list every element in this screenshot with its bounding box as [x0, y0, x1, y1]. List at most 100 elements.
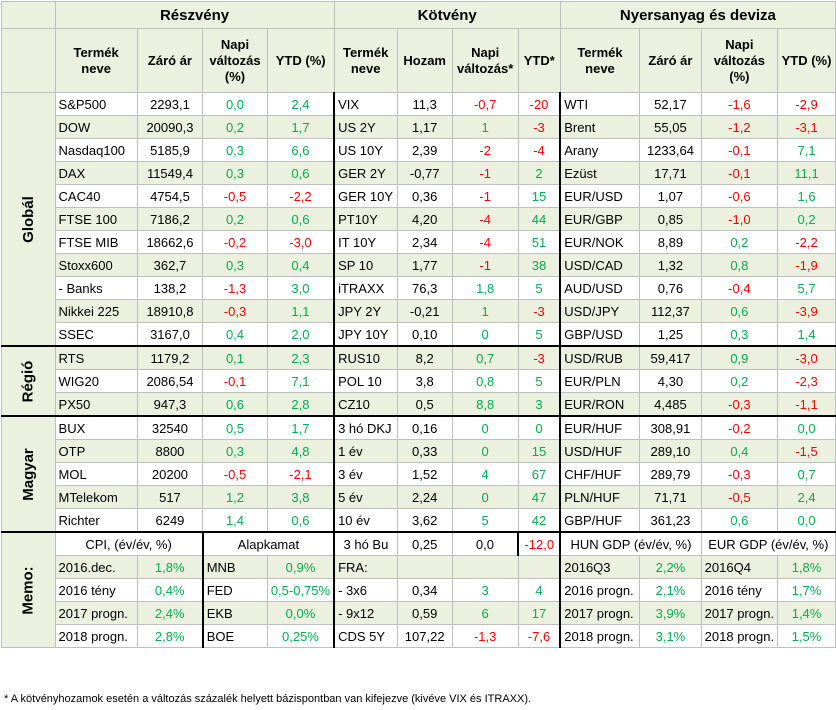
table-row: FTSE 100 7186,2 0,2 0,6 PT10Y 4,20 -4 44 EUR/GBP…: [2, 207, 836, 231]
memo-cell: 2016Q3: [559, 555, 641, 579]
cell-value: 0,76: [639, 276, 702, 300]
cell-value: 0,6: [700, 299, 779, 323]
cell-value: -3,1: [777, 115, 836, 139]
cell-value: -1,9: [777, 253, 836, 277]
table-row: MTelekom 517 1,2 3,8 5 év 2,24 0 47 PLN/HUF 71,71…: [2, 485, 836, 509]
memo-row: 2016 tény 0,4% FED 0,5-0,75% - 3x6 0,34 3 4 201…: [2, 578, 836, 602]
cell-value: 1,6: [777, 184, 836, 208]
memo-row: 2016.dec. 1,8% MNB 0,9% FRA: 2016Q3 2,2% 2016Q4…: [2, 555, 836, 579]
product-name: USD/CAD: [559, 253, 641, 277]
cell-value: 38: [517, 253, 561, 277]
product-name: PX50: [54, 392, 138, 417]
cell-value: 0,36: [396, 184, 453, 208]
product-name: MTelekom: [54, 485, 138, 509]
cell-value: 4,30: [639, 369, 702, 393]
product-name: BUX: [54, 415, 138, 440]
cell-value: -0,3: [700, 462, 779, 486]
product-name: Richter: [54, 508, 138, 533]
product-name: IT 10Y: [333, 230, 398, 254]
cell-value: 1: [451, 299, 519, 323]
cell-value: 0,85: [639, 207, 702, 231]
table-row: DAX 11549,4 0,3 0,6 GER 2Y -0,77 -1 2 Ezüst 17,71…: [2, 161, 836, 185]
memo-cell: 0,34: [396, 578, 453, 602]
cell-value: 2,39: [396, 138, 453, 162]
cell-value: 3: [517, 392, 561, 417]
memo-cell: 3: [451, 578, 519, 602]
product-name: 1 év: [333, 439, 398, 463]
group-label-text: Régió: [19, 360, 37, 402]
product-name: EUR/USD: [559, 184, 641, 208]
product-name: 3 hó DKJ: [333, 415, 398, 440]
cell-value: 71,71: [639, 485, 702, 509]
group-label-text: Globál: [19, 195, 37, 243]
cell-value: -1,2: [700, 115, 779, 139]
cell-value: -2,9: [777, 92, 836, 116]
cell-value: 2086,54: [136, 369, 204, 393]
memo-cell: 2017 progn.: [700, 601, 779, 625]
memo-cell: CDS 5Y: [333, 624, 398, 648]
product-name: PLN/HUF: [559, 485, 641, 509]
memo-cell: 2,4%: [136, 601, 204, 625]
cell-value: -0,3: [700, 392, 779, 417]
cell-value: 5: [517, 276, 561, 300]
cell-value: 42: [517, 508, 561, 533]
cell-value: -3,0: [266, 230, 335, 254]
product-name: CZ10: [333, 392, 398, 417]
cell-value: -0,5: [202, 184, 268, 208]
table-row: PX50 947,3 0,6 2,8 CZ10 0,5 8,8 3 EUR/RON 4,485 -0…: [2, 392, 836, 417]
product-name: S&P500: [54, 92, 138, 116]
memo-cell: 0,59: [396, 601, 453, 625]
cell-value: 0,2: [202, 115, 268, 139]
cell-value: 0,2: [202, 207, 268, 231]
memo-header-row: Memo: CPI, (év/év, %) Alapkamat 3 hó Bu 0,25…: [1, 531, 836, 648]
product-name: AUD/USD: [559, 276, 641, 300]
cell-value: 289,10: [639, 439, 702, 463]
cell-value: 2293,1: [136, 92, 204, 116]
product-name: Brent: [559, 115, 641, 139]
cell-value: 2,24: [396, 485, 453, 509]
cell-value: 11549,4: [136, 161, 204, 185]
cell-value: -0,7: [451, 92, 519, 116]
cell-value: 4,20: [396, 207, 453, 231]
product-name: GBP/HUF: [559, 508, 641, 533]
cell-value: 112,37: [639, 299, 702, 323]
cell-value: 1,07: [639, 184, 702, 208]
cell-value: -4: [451, 230, 519, 254]
cell-value: -1: [451, 161, 519, 185]
cell-value: 7,1: [266, 369, 335, 393]
cell-value: 0,2: [700, 369, 779, 393]
memo-cell: FRA:: [333, 555, 398, 579]
memo-cell: 1,5%: [777, 624, 836, 648]
memo-cell: 3,9%: [639, 601, 702, 625]
memo-cell: 0,0%: [266, 601, 335, 625]
cell-value: -0,1: [202, 369, 268, 393]
product-name: 5 év: [333, 485, 398, 509]
memo-row: 2017 progn. 2,4% EKB 0,0% - 9x12 0,59 6 17 2017…: [2, 601, 836, 625]
memo-cell: EKB: [201, 601, 268, 625]
cell-value: -2,2: [777, 230, 836, 254]
cell-value: 1,7: [266, 415, 335, 440]
cell-value: 18662,6: [136, 230, 204, 254]
cell-value: 1,4: [202, 508, 268, 533]
table-row: DOW 20090,3 0,2 1,7 US 2Y 1,17 1 -3 Brent 55,05 -1…: [2, 115, 836, 139]
cell-value: -3,9: [777, 299, 836, 323]
cell-value: 1,7: [266, 115, 335, 139]
cell-value: -1,0: [700, 207, 779, 231]
cell-value: -0,2: [700, 415, 779, 440]
cell-value: 4,485: [639, 392, 702, 417]
cell-value: -2,1: [266, 462, 335, 486]
memo-header-cell: CPI, (év/év, %): [54, 531, 204, 556]
memo-cell: 0,25%: [266, 624, 335, 648]
product-name: FTSE 100: [54, 207, 138, 231]
cell-value: 3,8: [396, 369, 453, 393]
memo-cell: 2016 progn.: [559, 578, 641, 602]
cell-value: 1,2: [202, 485, 268, 509]
cell-value: 0,10: [396, 322, 453, 347]
col-header: Napi változás (%): [700, 28, 779, 93]
cell-value: 1,4: [777, 322, 836, 347]
memo-cell: 1,7%: [777, 578, 836, 602]
cell-value: -2,2: [266, 184, 335, 208]
cell-value: 5: [517, 322, 561, 347]
cell-value: 0,6: [266, 207, 335, 231]
group-label: Régió: [1, 345, 56, 417]
